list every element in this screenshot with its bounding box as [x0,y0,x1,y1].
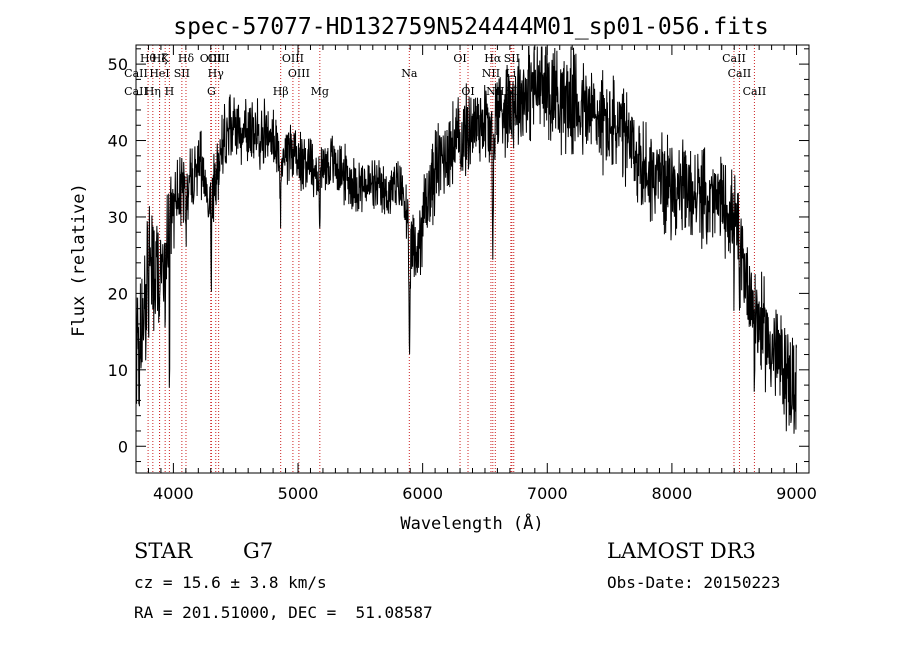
line-label: HeI [149,67,169,80]
y-axis-label: Flux (relative) [69,183,89,337]
x-tick-label: 6000 [402,484,443,503]
line-label: K [161,52,170,65]
line-label: Hη [145,85,161,98]
x-tick-label: 7000 [527,484,568,503]
y-tick-label: 10 [108,361,128,380]
line-label: SII [174,67,190,80]
y-tick-label: 20 [108,284,128,303]
spectral-line-labels: CaII CaII Hθ Hη Hζ HeI K H SII Hδ OIII G Hγ OIII Hβ OII… [124,52,766,98]
survey-name: LAMOST DR3 [607,539,756,563]
redshift-cz: cz = 15.6 ± 3.8 km/s [134,573,327,592]
line-label: Hβ [273,85,289,98]
chart-title: spec-57077-HD132759N524444M01_sp01-056.f… [173,14,768,40]
line-label: Hθ [140,52,157,65]
line-label: Hδ [178,52,195,65]
y-tick-label: 50 [108,55,128,74]
line-label: G [207,85,216,98]
x-tick-label: 9000 [776,484,817,503]
line-label: OI [453,52,466,65]
object-class: STAR [134,539,193,563]
spectrum-line [135,46,797,434]
y-tick-label: 40 [108,132,128,151]
x-axis-ticks: 4000 5000 6000 7000 8000 9000 [135,45,817,503]
x-tick-label: 8000 [652,484,693,503]
line-label: OIII [200,52,222,65]
line-label: CaII [743,85,767,98]
y-tick-label: 0 [118,437,128,456]
line-label: Na [401,67,418,80]
line-label: CaII [722,52,746,65]
line-label: Hα [484,52,502,65]
line-label: Li [505,67,516,80]
line-label: SII [504,52,520,65]
line-label: OIII [282,52,304,65]
line-label: Hζ [152,52,168,65]
line-label: NII [482,67,500,80]
x-tick-label: 4000 [153,484,194,503]
line-label: Hγ [208,67,225,80]
line-label: OIII [288,67,310,80]
line-label: H [165,85,175,98]
observation-date: Obs-Date: 20150223 [607,573,781,592]
line-label: OI [461,85,474,98]
y-tick-label: 30 [108,208,128,227]
x-axis-label: Wavelength (Å) [400,512,543,534]
y-axis-ticks: 0 10 20 30 40 50 [108,48,809,463]
line-label: OIII [208,52,230,65]
line-label: Mg [311,85,329,98]
x-tick-label: 5000 [278,484,319,503]
coordinates: RA = 201.51000, DEC = 51.08587 [134,603,433,622]
line-label: CaII [728,67,752,80]
object-subclass: G7 [243,539,274,563]
